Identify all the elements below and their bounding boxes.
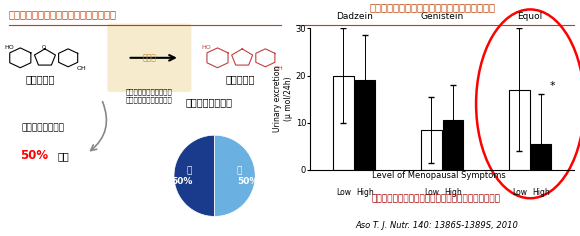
Text: エクオール代謝能: エクオール代謝能 xyxy=(185,97,233,107)
Text: OH: OH xyxy=(77,66,86,71)
Bar xyxy=(509,90,530,170)
Text: Low: Low xyxy=(336,188,351,197)
Text: 腸内細菌による大豆イソフラボンの代謝: 腸内細菌による大豆イソフラボンの代謝 xyxy=(9,9,117,19)
Text: Low: Low xyxy=(512,188,527,197)
Text: HO: HO xyxy=(202,45,211,50)
Text: 腸内細菌により代謝され
エクオールが産生される: 腸内細菌により代謝され エクオールが産生される xyxy=(126,88,173,103)
Text: High: High xyxy=(532,188,550,197)
Y-axis label: Urinary excretion
(μ mol/24h): Urinary excretion (μ mol/24h) xyxy=(273,66,293,132)
Text: HO: HO xyxy=(4,45,14,50)
Bar xyxy=(355,80,375,170)
Text: OH: OH xyxy=(274,66,284,71)
Text: Equol: Equol xyxy=(517,12,543,21)
Wedge shape xyxy=(215,135,255,216)
Text: Aso T. J. Nutr. 140: 1386S-1389S, 2010: Aso T. J. Nutr. 140: 1386S-1389S, 2010 xyxy=(355,221,518,230)
Text: 代謝能の有る人は: 代謝能の有る人は xyxy=(22,123,65,132)
Text: Genistein: Genistein xyxy=(420,12,464,21)
Bar xyxy=(421,130,441,170)
Text: 50%: 50% xyxy=(20,149,48,162)
Text: 更年期障害のレベルと尿中エクオール量の関係: 更年期障害のレベルと尿中エクオール量の関係 xyxy=(369,2,495,12)
Text: 程度: 程度 xyxy=(58,151,70,161)
Text: 有
50%: 有 50% xyxy=(171,166,193,185)
Bar xyxy=(531,144,551,170)
Text: Dadzein: Dadzein xyxy=(336,12,373,21)
Text: ダイゼイン: ダイゼイン xyxy=(26,74,55,84)
Text: *: * xyxy=(550,81,556,91)
Text: Level of Menopausal Symptoms: Level of Menopausal Symptoms xyxy=(372,171,506,180)
Bar xyxy=(443,120,463,170)
Text: Low: Low xyxy=(424,188,439,197)
Text: 無
50%: 無 50% xyxy=(237,166,258,185)
Bar xyxy=(334,76,354,170)
FancyBboxPatch shape xyxy=(107,24,191,92)
Text: High: High xyxy=(444,188,462,197)
Text: エクオール: エクオール xyxy=(226,74,255,84)
Wedge shape xyxy=(174,135,215,216)
Text: O: O xyxy=(42,45,46,50)
Text: ⌒腸⌒: ⌒腸⌒ xyxy=(143,53,156,62)
Text: High: High xyxy=(356,188,374,197)
Text: 尿中エクオール量が多い人は更年期障害レベルが低い: 尿中エクオール量が多い人は更年期障害レベルが低い xyxy=(372,194,501,203)
